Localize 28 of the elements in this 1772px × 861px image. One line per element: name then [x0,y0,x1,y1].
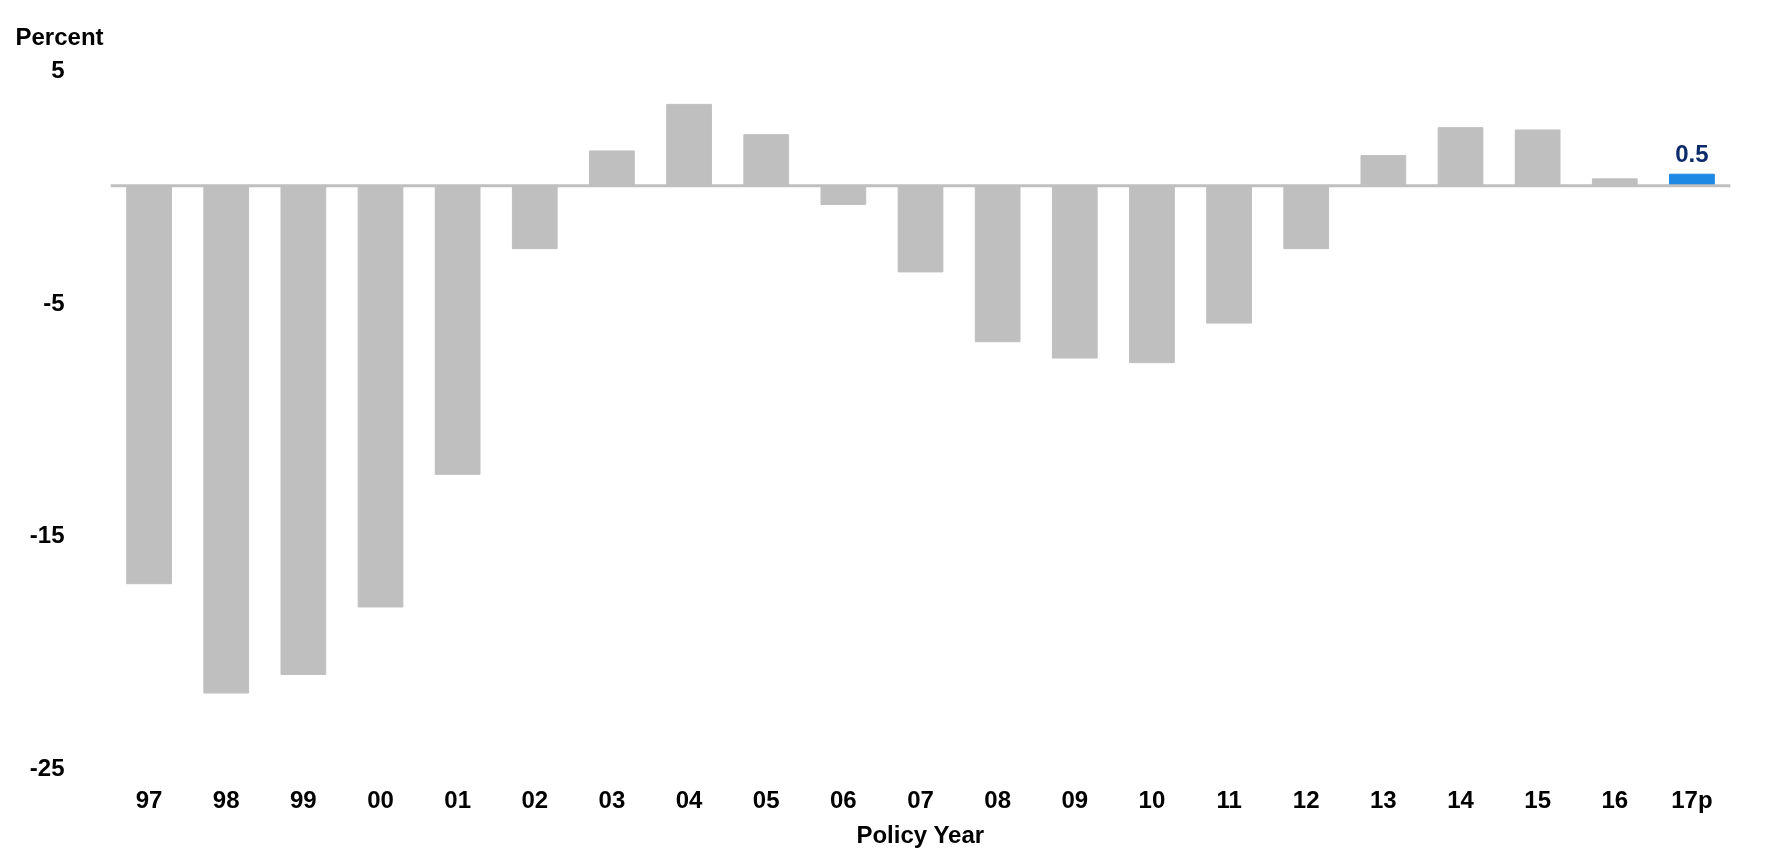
y-tick-label: 5 [51,56,65,83]
x-tick-label: 97 [135,785,163,813]
data-label: 0.5 [1675,140,1709,168]
x-tick-label: 00 [367,785,394,813]
x-tick-label: 04 [675,785,704,813]
x-tick-label: 06 [830,785,857,813]
x-tick-label: 99 [290,785,317,813]
x-tick-label: 17p [1671,785,1713,813]
x-tick-label: 10 [1138,785,1166,813]
y-tick-label: -15 [29,521,65,549]
y-axis-title: Percent [15,22,104,50]
x-tick-label: 15 [1524,785,1551,813]
y-tick-label: -5 [43,288,65,316]
x-tick-label: 12 [1292,785,1320,813]
x-tick-label: 09 [1061,785,1089,813]
x-tick-label: 03 [598,785,626,813]
x-tick-label: 08 [984,785,1011,813]
x-tick-label: 98 [212,785,240,813]
x-tick-label: 11 [1216,785,1242,813]
y-tick-label: -25 [29,754,65,781]
x-axis-title: Policy Year [856,820,985,848]
x-tick-label: 07 [907,785,934,813]
x-tick-label: 01 [444,785,471,813]
x-tick-label: 13 [1370,785,1397,813]
x-tick-label: 14 [1447,785,1475,813]
x-tick-label: 05 [752,785,780,813]
x-tick-label: 02 [521,785,549,813]
x-tick-label: 16 [1601,785,1629,813]
